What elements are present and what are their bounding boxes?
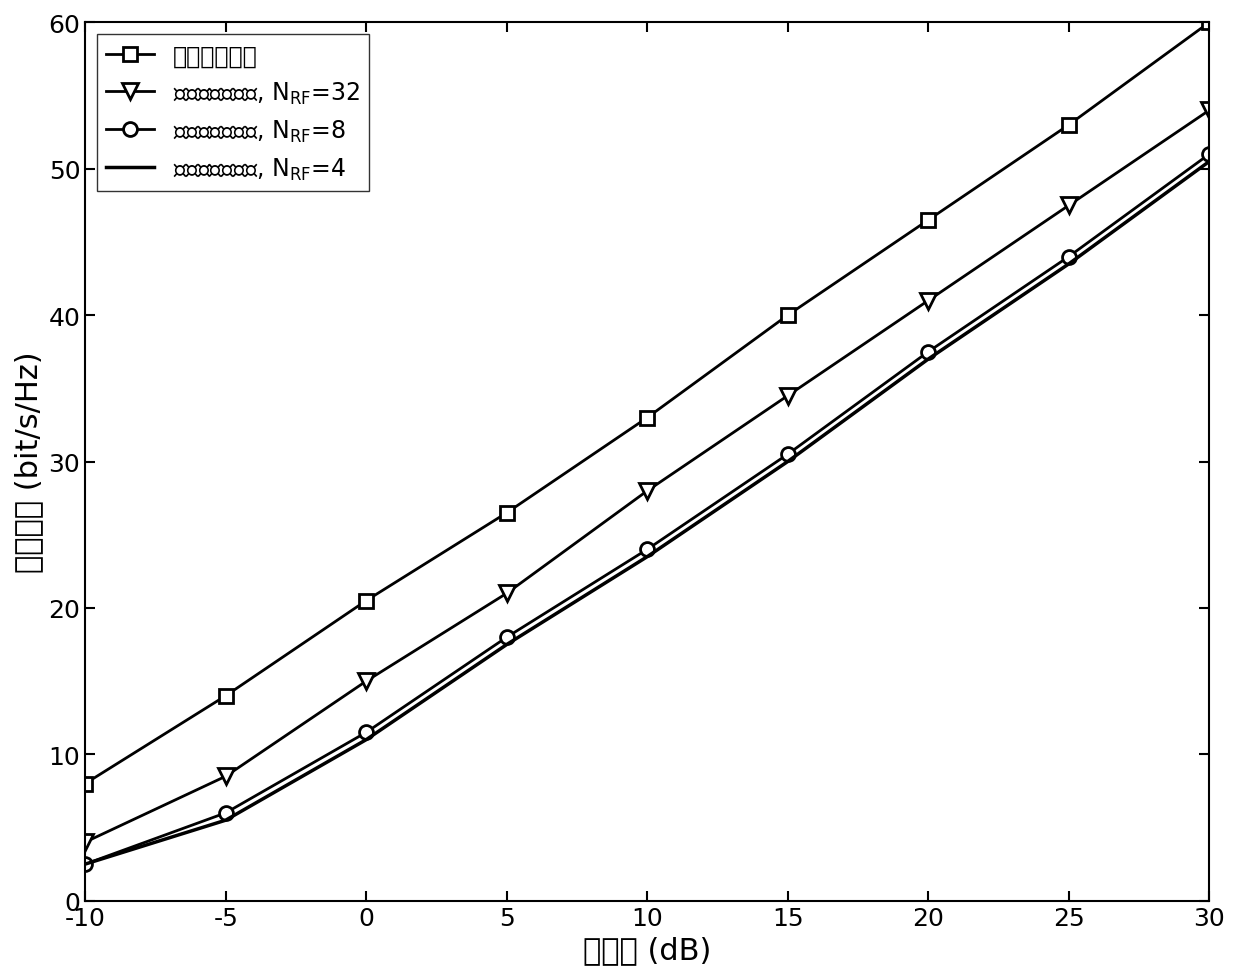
Legend: 全数字预编码, 模数混合预编码, N$_{\mathrm{RF}}$=32, 模数混合预编码, N$_{\mathrm{RF}}$=8, 模数混合预编码, N$: 全数字预编码, 模数混合预编码, N$_{\mathrm{RF}}$=32, 模… xyxy=(97,35,369,192)
X-axis label: 信噪比 (dB): 信噪比 (dB) xyxy=(584,935,711,964)
Y-axis label: 频谱效率 (bit/s/Hz): 频谱效率 (bit/s/Hz) xyxy=(14,351,43,573)
